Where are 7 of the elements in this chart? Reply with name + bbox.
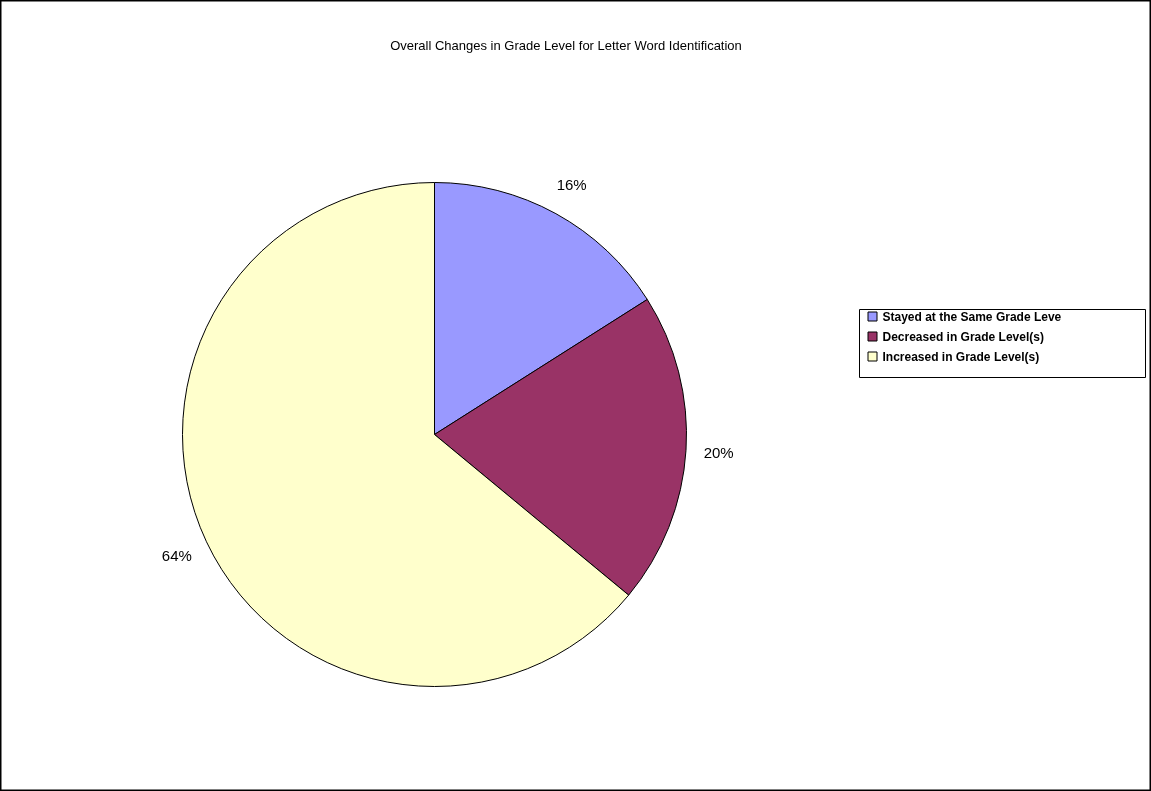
legend-label: Increased in Grade Level(s): [882, 349, 1040, 364]
chart-title: Overall Changes in Grade Level for Letter Word Identification: [390, 38, 742, 53]
data-label: 64%: [161, 547, 192, 565]
data-label: 16%: [556, 176, 587, 194]
legend-label: Stayed at the Same Grade Leve: [882, 309, 1062, 324]
legend-label: Decreased in Grade Level(s): [882, 329, 1044, 344]
data-label: 20%: [703, 443, 734, 461]
